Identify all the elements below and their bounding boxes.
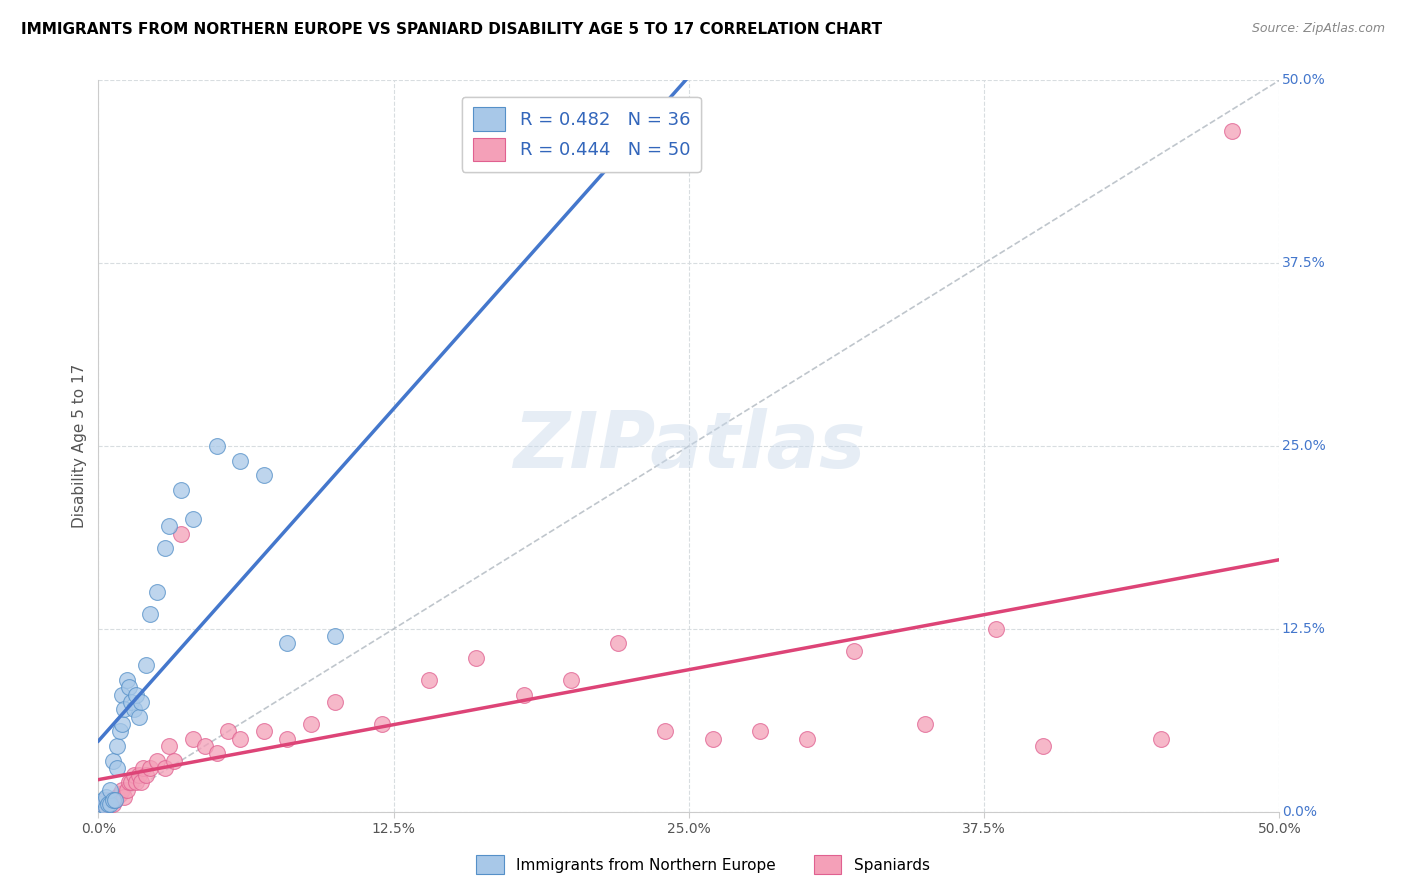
- Point: [748, 724, 770, 739]
- Point: [121, 775, 143, 789]
- Point: [229, 731, 252, 746]
- Point: [984, 622, 1007, 636]
- Point: [146, 754, 169, 768]
- Point: [112, 702, 135, 716]
- Point: [170, 483, 193, 497]
- Point: [112, 790, 135, 805]
- Point: [105, 761, 128, 775]
- Point: [98, 797, 121, 812]
- Point: [129, 775, 152, 789]
- Point: [253, 468, 276, 483]
- Point: [299, 717, 322, 731]
- Point: [607, 636, 630, 650]
- Point: [654, 724, 676, 739]
- Point: [94, 790, 117, 805]
- Point: [132, 761, 155, 775]
- Point: [146, 585, 169, 599]
- Point: [135, 768, 157, 782]
- Legend: Immigrants from Northern Europe, Spaniards: Immigrants from Northern Europe, Spaniar…: [470, 849, 936, 880]
- Point: [122, 702, 145, 716]
- Point: [94, 800, 117, 814]
- Point: [181, 731, 204, 746]
- Point: [129, 695, 152, 709]
- Point: [91, 797, 114, 812]
- Point: [139, 607, 162, 622]
- Point: [276, 636, 298, 650]
- Point: [205, 746, 228, 760]
- Point: [512, 688, 534, 702]
- Point: [104, 793, 127, 807]
- Text: 0.0%: 0.0%: [1282, 805, 1317, 819]
- Point: [98, 782, 121, 797]
- Text: ZIPatlas: ZIPatlas: [513, 408, 865, 484]
- Point: [115, 782, 138, 797]
- Text: Source: ZipAtlas.com: Source: ZipAtlas.com: [1251, 22, 1385, 36]
- Point: [678, 124, 700, 138]
- Point: [229, 453, 252, 467]
- Point: [111, 688, 134, 702]
- Point: [323, 629, 346, 643]
- Point: [153, 761, 176, 775]
- Point: [170, 526, 193, 541]
- Point: [1220, 124, 1243, 138]
- Point: [323, 695, 346, 709]
- Point: [122, 768, 145, 782]
- Point: [135, 658, 157, 673]
- Point: [118, 775, 141, 789]
- Point: [105, 739, 128, 753]
- Point: [111, 782, 134, 797]
- Point: [465, 651, 488, 665]
- Point: [101, 793, 124, 807]
- Point: [253, 724, 276, 739]
- Point: [125, 775, 148, 789]
- Point: [371, 717, 394, 731]
- Point: [115, 673, 138, 687]
- Point: [844, 644, 866, 658]
- Point: [163, 754, 186, 768]
- Point: [418, 673, 440, 687]
- Point: [91, 793, 114, 807]
- Point: [125, 688, 148, 702]
- Point: [217, 724, 239, 739]
- Point: [101, 797, 124, 812]
- Point: [139, 761, 162, 775]
- Text: 37.5%: 37.5%: [1282, 256, 1326, 270]
- Y-axis label: Disability Age 5 to 17: Disability Age 5 to 17: [72, 364, 87, 528]
- Point: [276, 731, 298, 746]
- Point: [1032, 739, 1054, 753]
- Point: [108, 724, 131, 739]
- Point: [560, 673, 582, 687]
- Point: [153, 541, 176, 556]
- Point: [97, 797, 120, 812]
- Point: [1150, 731, 1173, 746]
- Point: [157, 519, 180, 533]
- Point: [194, 739, 217, 753]
- Point: [97, 797, 120, 812]
- Point: [121, 695, 143, 709]
- Point: [157, 739, 180, 753]
- Point: [108, 787, 131, 801]
- Text: IMMIGRANTS FROM NORTHERN EUROPE VS SPANIARD DISABILITY AGE 5 TO 17 CORRELATION C: IMMIGRANTS FROM NORTHERN EUROPE VS SPANI…: [21, 22, 882, 37]
- Point: [702, 731, 724, 746]
- Point: [181, 512, 204, 526]
- Text: 12.5%: 12.5%: [1282, 622, 1326, 636]
- Point: [128, 768, 150, 782]
- Point: [101, 754, 124, 768]
- Point: [205, 439, 228, 453]
- Legend: R = 0.482   N = 36, R = 0.444   N = 50: R = 0.482 N = 36, R = 0.444 N = 50: [461, 96, 700, 172]
- Text: 25.0%: 25.0%: [1282, 439, 1326, 453]
- Text: 50.0%: 50.0%: [1282, 73, 1326, 87]
- Point: [128, 709, 150, 723]
- Point: [118, 681, 141, 695]
- Point: [111, 717, 134, 731]
- Point: [914, 717, 936, 731]
- Point: [90, 797, 112, 812]
- Point: [104, 793, 127, 807]
- Point: [98, 793, 121, 807]
- Point: [94, 793, 117, 807]
- Point: [105, 790, 128, 805]
- Point: [796, 731, 818, 746]
